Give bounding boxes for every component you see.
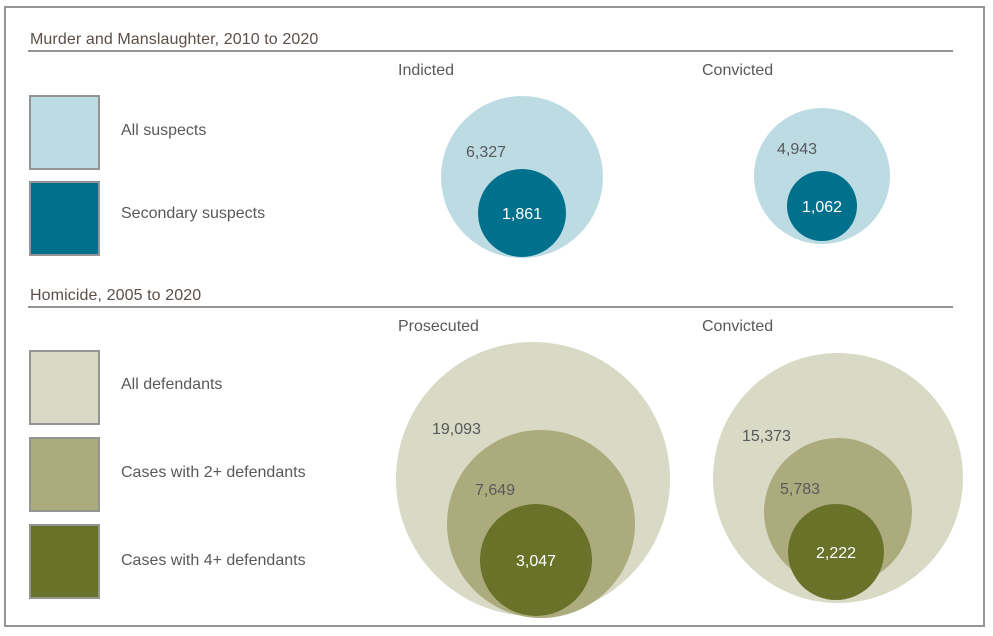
value-label-prosecuted-0: 19,093 — [432, 421, 481, 438]
column-label-convicted-murder: Convicted — [702, 62, 774, 79]
column-label-prosecuted: Prosecuted — [398, 318, 479, 335]
section-title-murder: Murder and Manslaughter, 2010 to 2020 — [30, 31, 319, 48]
figure-frame — [4, 6, 985, 627]
legend-label-4plus-defendants: Cases with 4+ defendants — [121, 552, 306, 569]
legend-label-secondary-suspects: Secondary suspects — [121, 205, 266, 222]
value-label-prosecuted-2: 3,047 — [516, 553, 556, 570]
value-label-convicted-0: 15,373 — [742, 428, 791, 445]
legend-swatch-all-suspects — [29, 95, 100, 170]
legend-label-2plus-defendants: Cases with 2+ defendants — [121, 464, 306, 481]
value-label-convicted-2: 2,222 — [816, 545, 856, 562]
legend-swatch-2plus-defendants — [29, 437, 100, 512]
circle-prosecuted-cases-with-4-defendants — [480, 504, 592, 616]
column-label-indicted: Indicted — [398, 62, 455, 79]
value-label-convicted-1: 1,062 — [802, 199, 842, 216]
value-label-indicted-0: 6,327 — [466, 144, 506, 161]
legend-label-all-defendants: All defendants — [121, 376, 223, 393]
value-label-convicted-1: 5,783 — [780, 481, 820, 498]
section-rule-murder — [28, 50, 953, 52]
circle-convicted-cases-with-4-defendants — [788, 504, 884, 600]
legend-swatch-secondary-suspects — [29, 181, 100, 256]
legend-label-all-suspects: All suspects — [121, 122, 207, 139]
section-rule-homicide — [28, 306, 953, 308]
value-label-convicted-0: 4,943 — [777, 141, 817, 158]
column-label-convicted-homicide: Convicted — [702, 318, 774, 335]
legend-swatch-4plus-defendants — [29, 524, 100, 599]
circle-indicted-secondary-suspects — [478, 169, 566, 257]
value-label-indicted-1: 1,861 — [502, 206, 542, 223]
section-title-homicide: Homicide, 2005 to 2020 — [30, 287, 202, 304]
circle-convicted-secondary-suspects — [787, 171, 857, 241]
value-label-prosecuted-1: 7,649 — [475, 482, 515, 499]
legend-swatch-all-defendants — [29, 350, 100, 425]
